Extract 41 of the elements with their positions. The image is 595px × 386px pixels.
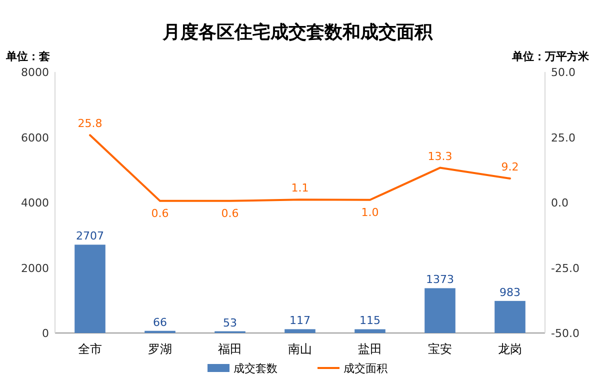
bar: [284, 329, 316, 333]
data-label: 115: [360, 314, 380, 328]
data-label: 13.3: [428, 150, 452, 163]
bar: [424, 288, 456, 333]
y2-tick-label: -50.0: [551, 327, 580, 340]
y2-tick-label: -25.0: [551, 262, 580, 275]
data-label: 0.6: [221, 206, 239, 220]
data-label: 117: [290, 314, 310, 328]
y2-tick-label: 25.0: [551, 131, 576, 144]
legend-label: 成交套数: [234, 362, 278, 375]
y-tick-label: 4000: [21, 196, 49, 210]
bar: [354, 329, 386, 333]
y-tick-label: 0: [42, 327, 49, 340]
data-label: 2707: [76, 230, 104, 243]
data-label: 9.2: [501, 160, 519, 174]
x-tick-label: 龙岗: [498, 342, 522, 356]
y2-tick-label: 50.0: [551, 66, 576, 79]
legend-label: 成交面积: [344, 362, 388, 375]
y2-tick-label: 0.0: [551, 196, 568, 210]
data-label: 25.8: [78, 117, 102, 130]
data-label: 53: [223, 316, 237, 330]
y-tick-label: 2000: [21, 262, 49, 275]
y-axis-title: 单位：套: [5, 50, 50, 63]
x-tick-label: 全市: [78, 342, 102, 356]
y-tick-label: 8000: [21, 66, 49, 79]
y2-axis-title: 单位：万平方米: [511, 50, 590, 63]
data-label: 1.0: [361, 206, 379, 219]
data-label: 0.6: [151, 206, 169, 220]
data-label: 1373: [426, 273, 454, 286]
x-tick-label: 福田: [218, 342, 242, 356]
bar: [494, 300, 526, 333]
x-tick-label: 罗湖: [148, 342, 172, 356]
x-tick-label: 南山: [288, 342, 312, 356]
data-label: 66: [153, 316, 167, 329]
chart-title: 月度各区住宅成交套数和成交面积: [162, 22, 434, 43]
data-label: 983: [500, 286, 520, 299]
x-tick-label: 盐田: [358, 342, 382, 356]
bar: [74, 244, 106, 333]
data-label: 1.1: [291, 182, 309, 195]
y-tick-label: 6000: [21, 131, 49, 144]
x-tick-label: 宝安: [428, 342, 452, 356]
